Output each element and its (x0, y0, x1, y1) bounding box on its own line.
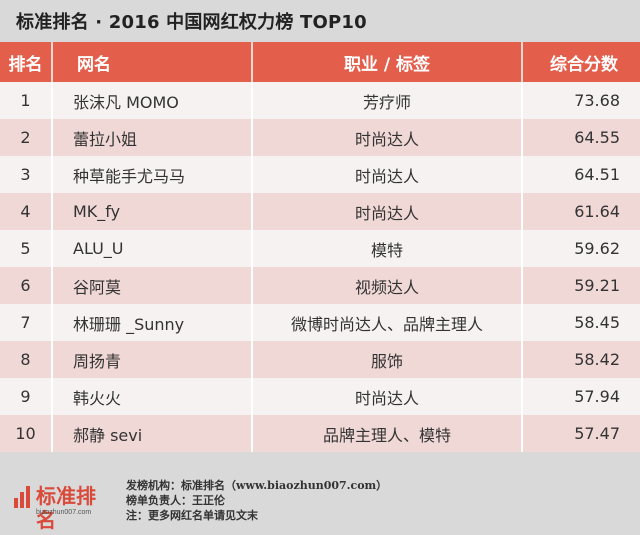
tag-cell: 模特 (252, 230, 523, 267)
rank-cell: 3 (0, 156, 53, 193)
table-row: 3 种草能手尤马马 时尚达人 64.51 (0, 156, 640, 193)
name-cell: 谷阿莫 (52, 267, 253, 304)
name-cell: 林珊珊 _Sunny (52, 304, 253, 341)
footer-notes: 发榜机构：标准排名（www.biaozhun007.com） 榜单负责人：王正伦… (126, 478, 387, 523)
name-cell: 韩火火 (52, 378, 253, 415)
rank-cell: 6 (0, 267, 53, 304)
tag-cell: 视频达人 (252, 267, 523, 304)
score-cell: 59.21 (522, 267, 640, 304)
header-tag: 职业 / 标签 (252, 42, 523, 82)
name-cell: 蕾拉小姐 (52, 119, 253, 156)
header-score: 综合分数 (522, 42, 640, 82)
rank-cell: 10 (0, 415, 53, 452)
tag-cell: 时尚达人 (252, 193, 523, 230)
rank-cell: 4 (0, 193, 53, 230)
footer-publisher: 发榜机构：标准排名（www.biaozhun007.com） (126, 479, 388, 492)
name-cell: 种草能手尤马马 (52, 156, 253, 193)
rank-cell: 1 (0, 82, 53, 119)
rank-cell: 2 (0, 119, 53, 156)
footer-note: 注：更多网红名单请见文末 (126, 509, 258, 522)
table-row: 1 张沫凡 MOMO 芳疗师 73.68 (0, 82, 640, 119)
table-body: 1 张沫凡 MOMO 芳疗师 73.68 2 蕾拉小姐 时尚达人 64.55 3 种草能手尤马马时… (0, 82, 640, 452)
score-cell: 64.55 (522, 119, 640, 156)
header-name: 网名 (52, 42, 253, 82)
ranking-table: 排名 网名 职业 / 标签 综合分数 1 张沫凡 MOMO 芳疗师 73.68 2 蕾拉小… (0, 42, 640, 452)
table-row: 9 韩火火 时尚达人 57.94 (0, 378, 640, 415)
bar-chart-icon (14, 484, 32, 508)
name-cell: ALU_U (52, 230, 253, 267)
name-cell: MK_fy (52, 193, 253, 230)
logo-name: 标准排名 (36, 484, 96, 532)
score-cell: 57.47 (522, 415, 640, 452)
rank-cell: 7 (0, 304, 53, 341)
footer-editor: 榜单负责人：王正伦 (126, 494, 225, 507)
table-header-row: 排名 网名 职业 / 标签 综合分数 (0, 42, 640, 82)
name-cell: 郝静 sevi (52, 415, 253, 452)
score-cell: 58.42 (522, 341, 640, 378)
rank-cell: 8 (0, 341, 53, 378)
tag-cell: 服饰 (252, 341, 523, 378)
name-cell: 周扬青 (52, 341, 253, 378)
header-rank: 排名 (0, 42, 53, 82)
table-row: 2 蕾拉小姐 时尚达人 64.55 (0, 119, 640, 156)
rank-cell: 9 (0, 378, 53, 415)
score-cell: 58.45 (522, 304, 640, 341)
score-cell: 64.51 (522, 156, 640, 193)
page-title: 标准排名 · 2016 中国网红权力榜 TOP10 (16, 12, 367, 33)
tag-cell: 时尚达人 (252, 156, 523, 193)
logo-url: biaozhun007.com (36, 509, 92, 516)
brand-logo: 标准排名 biaozhun007.com (14, 484, 114, 532)
tag-cell: 品牌主理人、模特 (252, 415, 523, 452)
score-cell: 73.68 (522, 82, 640, 119)
score-cell: 61.64 (522, 193, 640, 230)
table-row: 4 MK_fy 时尚达人 61.64 (0, 193, 640, 230)
rank-cell: 5 (0, 230, 53, 267)
tag-cell: 时尚达人 (252, 119, 523, 156)
score-cell: 57.94 (522, 378, 640, 415)
tag-cell: 微博时尚达人、品牌主理人 (252, 304, 523, 341)
footer: 标准排名 biaozhun007.com 发榜机构：标准排名（www.biaoz… (0, 460, 640, 535)
table-row: 6 谷阿莫 视频达人 59.21 (0, 267, 640, 304)
name-cell: 张沫凡 MOMO (52, 82, 253, 119)
table-row: 7 林珊珊 _Sunny 微博时尚达人、品牌主理人 58.45 (0, 304, 640, 341)
table-row: 5 ALU_U 模特 59.62 (0, 230, 640, 267)
tag-cell: 时尚达人 (252, 378, 523, 415)
table-row: 10 郝静 sevi 品牌主理人、模特 57.47 (0, 415, 640, 452)
tag-cell: 芳疗师 (252, 82, 523, 119)
table-row: 8 周扬青 服饰 58.42 (0, 341, 640, 378)
score-cell: 59.62 (522, 230, 640, 267)
